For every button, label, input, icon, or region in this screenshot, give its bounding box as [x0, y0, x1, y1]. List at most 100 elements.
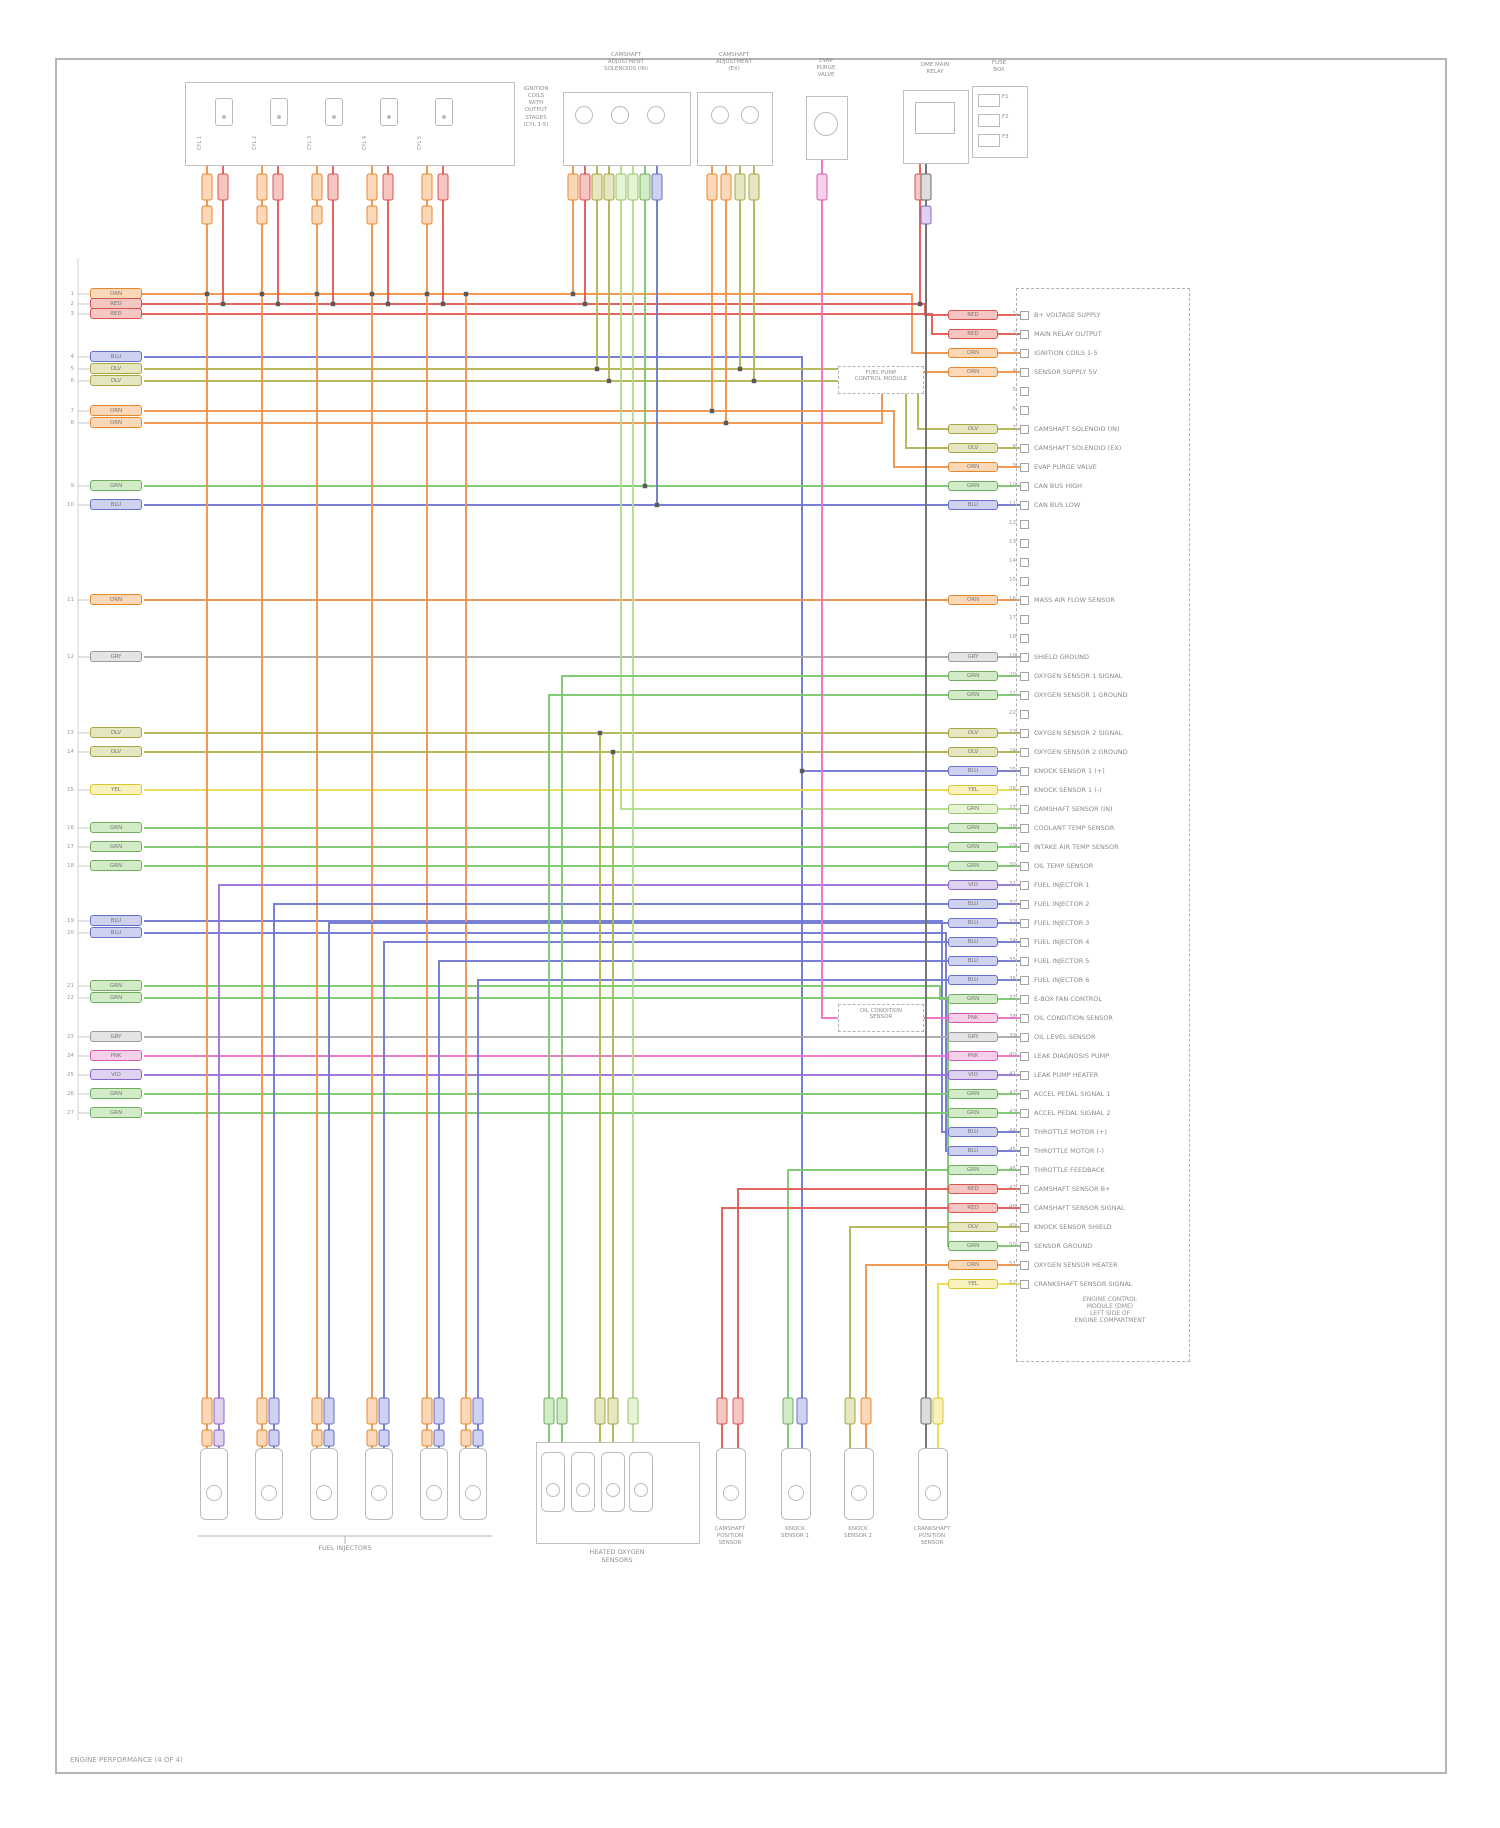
wire-color-chip: GRN [948, 1241, 998, 1251]
wire-number: 5 [70, 366, 75, 372]
coil-group-caption: IGNITION COILS WITH OUTPUT STAGES (CYL 1… [523, 86, 549, 128]
pin-square-icon [1020, 501, 1029, 510]
pin-number: 46 [1009, 1166, 1016, 1172]
pin-label: OXYGEN SENSOR 2 SIGNAL [1034, 729, 1123, 737]
pin-label: INTAKE AIR TEMP SENSOR [1034, 843, 1119, 851]
vertical-wires [206, 158, 1024, 1452]
pin-square-icon [1020, 406, 1029, 415]
wire-color-chip: BLU [948, 766, 998, 776]
wire-color-chip: GRN [90, 480, 142, 491]
wire-color-chip: GRY [90, 651, 142, 662]
connector-pin-icon [851, 1485, 867, 1501]
fuel-injector-connector [310, 1448, 338, 1520]
wire-color-chip: GRN [90, 841, 142, 852]
fuse-label: F1 [1002, 94, 1009, 100]
pin-label: LEAK PUMP HEATER [1034, 1071, 1099, 1079]
pin-number: 4 [1012, 368, 1017, 374]
connector-pin-icon [206, 1485, 222, 1501]
wire-color-chip: ORN [90, 405, 142, 416]
wire-color-chip: GRN [90, 980, 142, 991]
wire-color-chip: BLU [948, 918, 998, 928]
connector-pin-icon [426, 1485, 442, 1501]
wire-color-chip: ORN [90, 417, 142, 428]
relay-contact-icon [915, 102, 955, 134]
pin-square-icon [1020, 1128, 1029, 1137]
pin-label: CAMSHAFT SOLENOID (IN) [1034, 425, 1120, 433]
pin-square-icon [1020, 482, 1029, 491]
connector-pin-icon [546, 1483, 560, 1497]
pin-number: 14 [1009, 558, 1016, 564]
connector-pin-icon [925, 1485, 941, 1501]
pin-label: THROTTLE FEEDBACK [1034, 1166, 1105, 1174]
ecm-note: ENGINE CONTROL MODULE (DME) LEFT SIDE OF… [1074, 1296, 1146, 1324]
wire-number: 7 [70, 408, 75, 414]
wire-number: 8 [70, 420, 75, 426]
wire-color-chip: BLU [948, 500, 998, 510]
pin-number: 9 [1012, 463, 1017, 469]
pin-square-icon [1020, 444, 1029, 453]
connector-pin-icon [723, 1485, 739, 1501]
solenoid-valve-icon [647, 106, 665, 124]
solenoid-group-intake [563, 92, 691, 166]
pin-label: FUEL INJECTOR 2 [1034, 900, 1090, 908]
pin-square-icon [1020, 1166, 1029, 1175]
fuse-icon [978, 114, 1000, 127]
wire-color-chip: BLU [948, 1146, 998, 1156]
pin-number: 28 [1009, 824, 1016, 830]
wire-color-chip: OLV [90, 363, 142, 374]
pin-square-icon [1020, 653, 1029, 662]
wire-color-chip: YEL [948, 785, 998, 795]
pin-square-icon [1020, 995, 1029, 1004]
wire-color-chip: GRN [948, 1165, 998, 1175]
pin-number: 27 [1009, 805, 1016, 811]
wire-color-chip: GRN [948, 1108, 998, 1118]
pin-number: 31 [1009, 881, 1016, 887]
wire-color-chip: OLV [948, 1222, 998, 1232]
pin-square-icon [1020, 1280, 1029, 1289]
ignition-coil-icon [325, 98, 343, 126]
solenoid-valve-icon [575, 106, 593, 124]
pin-label: OXYGEN SENSOR 2 GROUND [1034, 748, 1128, 756]
pin-number: 45 [1009, 1147, 1016, 1153]
wire-number: 26 [67, 1091, 74, 1097]
pin-number: 19 [1009, 653, 1016, 659]
connector-pin-icon [634, 1483, 648, 1497]
pin-square-icon [1020, 881, 1029, 890]
wire-color-chip: PNK [948, 1013, 998, 1023]
pin-number: 22 [1009, 710, 1016, 716]
wire-color-chip: BLU [90, 927, 142, 938]
wire-number: 18 [67, 863, 74, 869]
pin-square-icon [1020, 729, 1029, 738]
pin-label: LEAK DIAGNOSIS PUMP [1034, 1052, 1110, 1060]
pin-number: 49 [1009, 1223, 1016, 1229]
wire-color-chip: RED [948, 310, 998, 320]
wire-color-chip: VIO [90, 1069, 142, 1080]
pin-number: 13 [1009, 539, 1016, 545]
pin-square-icon [1020, 1223, 1029, 1232]
pin-square-icon [1020, 558, 1029, 567]
pin-square-icon [1020, 976, 1029, 985]
fuel-injector-connector [200, 1448, 228, 1520]
injector-group-label: FUEL INJECTORS [318, 1544, 372, 1552]
wire-number: 2 [70, 301, 75, 307]
pin-number: 20 [1009, 672, 1016, 678]
pin-square-icon [1020, 634, 1029, 643]
pin-square-icon [1020, 387, 1029, 396]
injector-bracket [198, 1535, 492, 1544]
connector-pin-icon [576, 1483, 590, 1497]
coil-unit-label: CYL 1 [197, 135, 203, 150]
component-connector [781, 1448, 811, 1520]
module-callout-fuel-pump: FUEL PUMP CONTROL MODULE [838, 366, 924, 394]
wire-color-chip: YEL [948, 1279, 998, 1289]
wire-number: 17 [67, 844, 74, 850]
fuse-icon [978, 94, 1000, 107]
wire-color-chip: OLV [948, 443, 998, 453]
pin-number: 1 [1012, 311, 1017, 317]
wire-number: 3 [70, 311, 75, 317]
component-connector [716, 1448, 746, 1520]
pin-label: SENSOR SUPPLY 5V [1034, 368, 1098, 376]
wire-number: 6 [70, 378, 75, 384]
fuse-label: F3 [1002, 134, 1009, 140]
connector-pin-icon [316, 1485, 332, 1501]
